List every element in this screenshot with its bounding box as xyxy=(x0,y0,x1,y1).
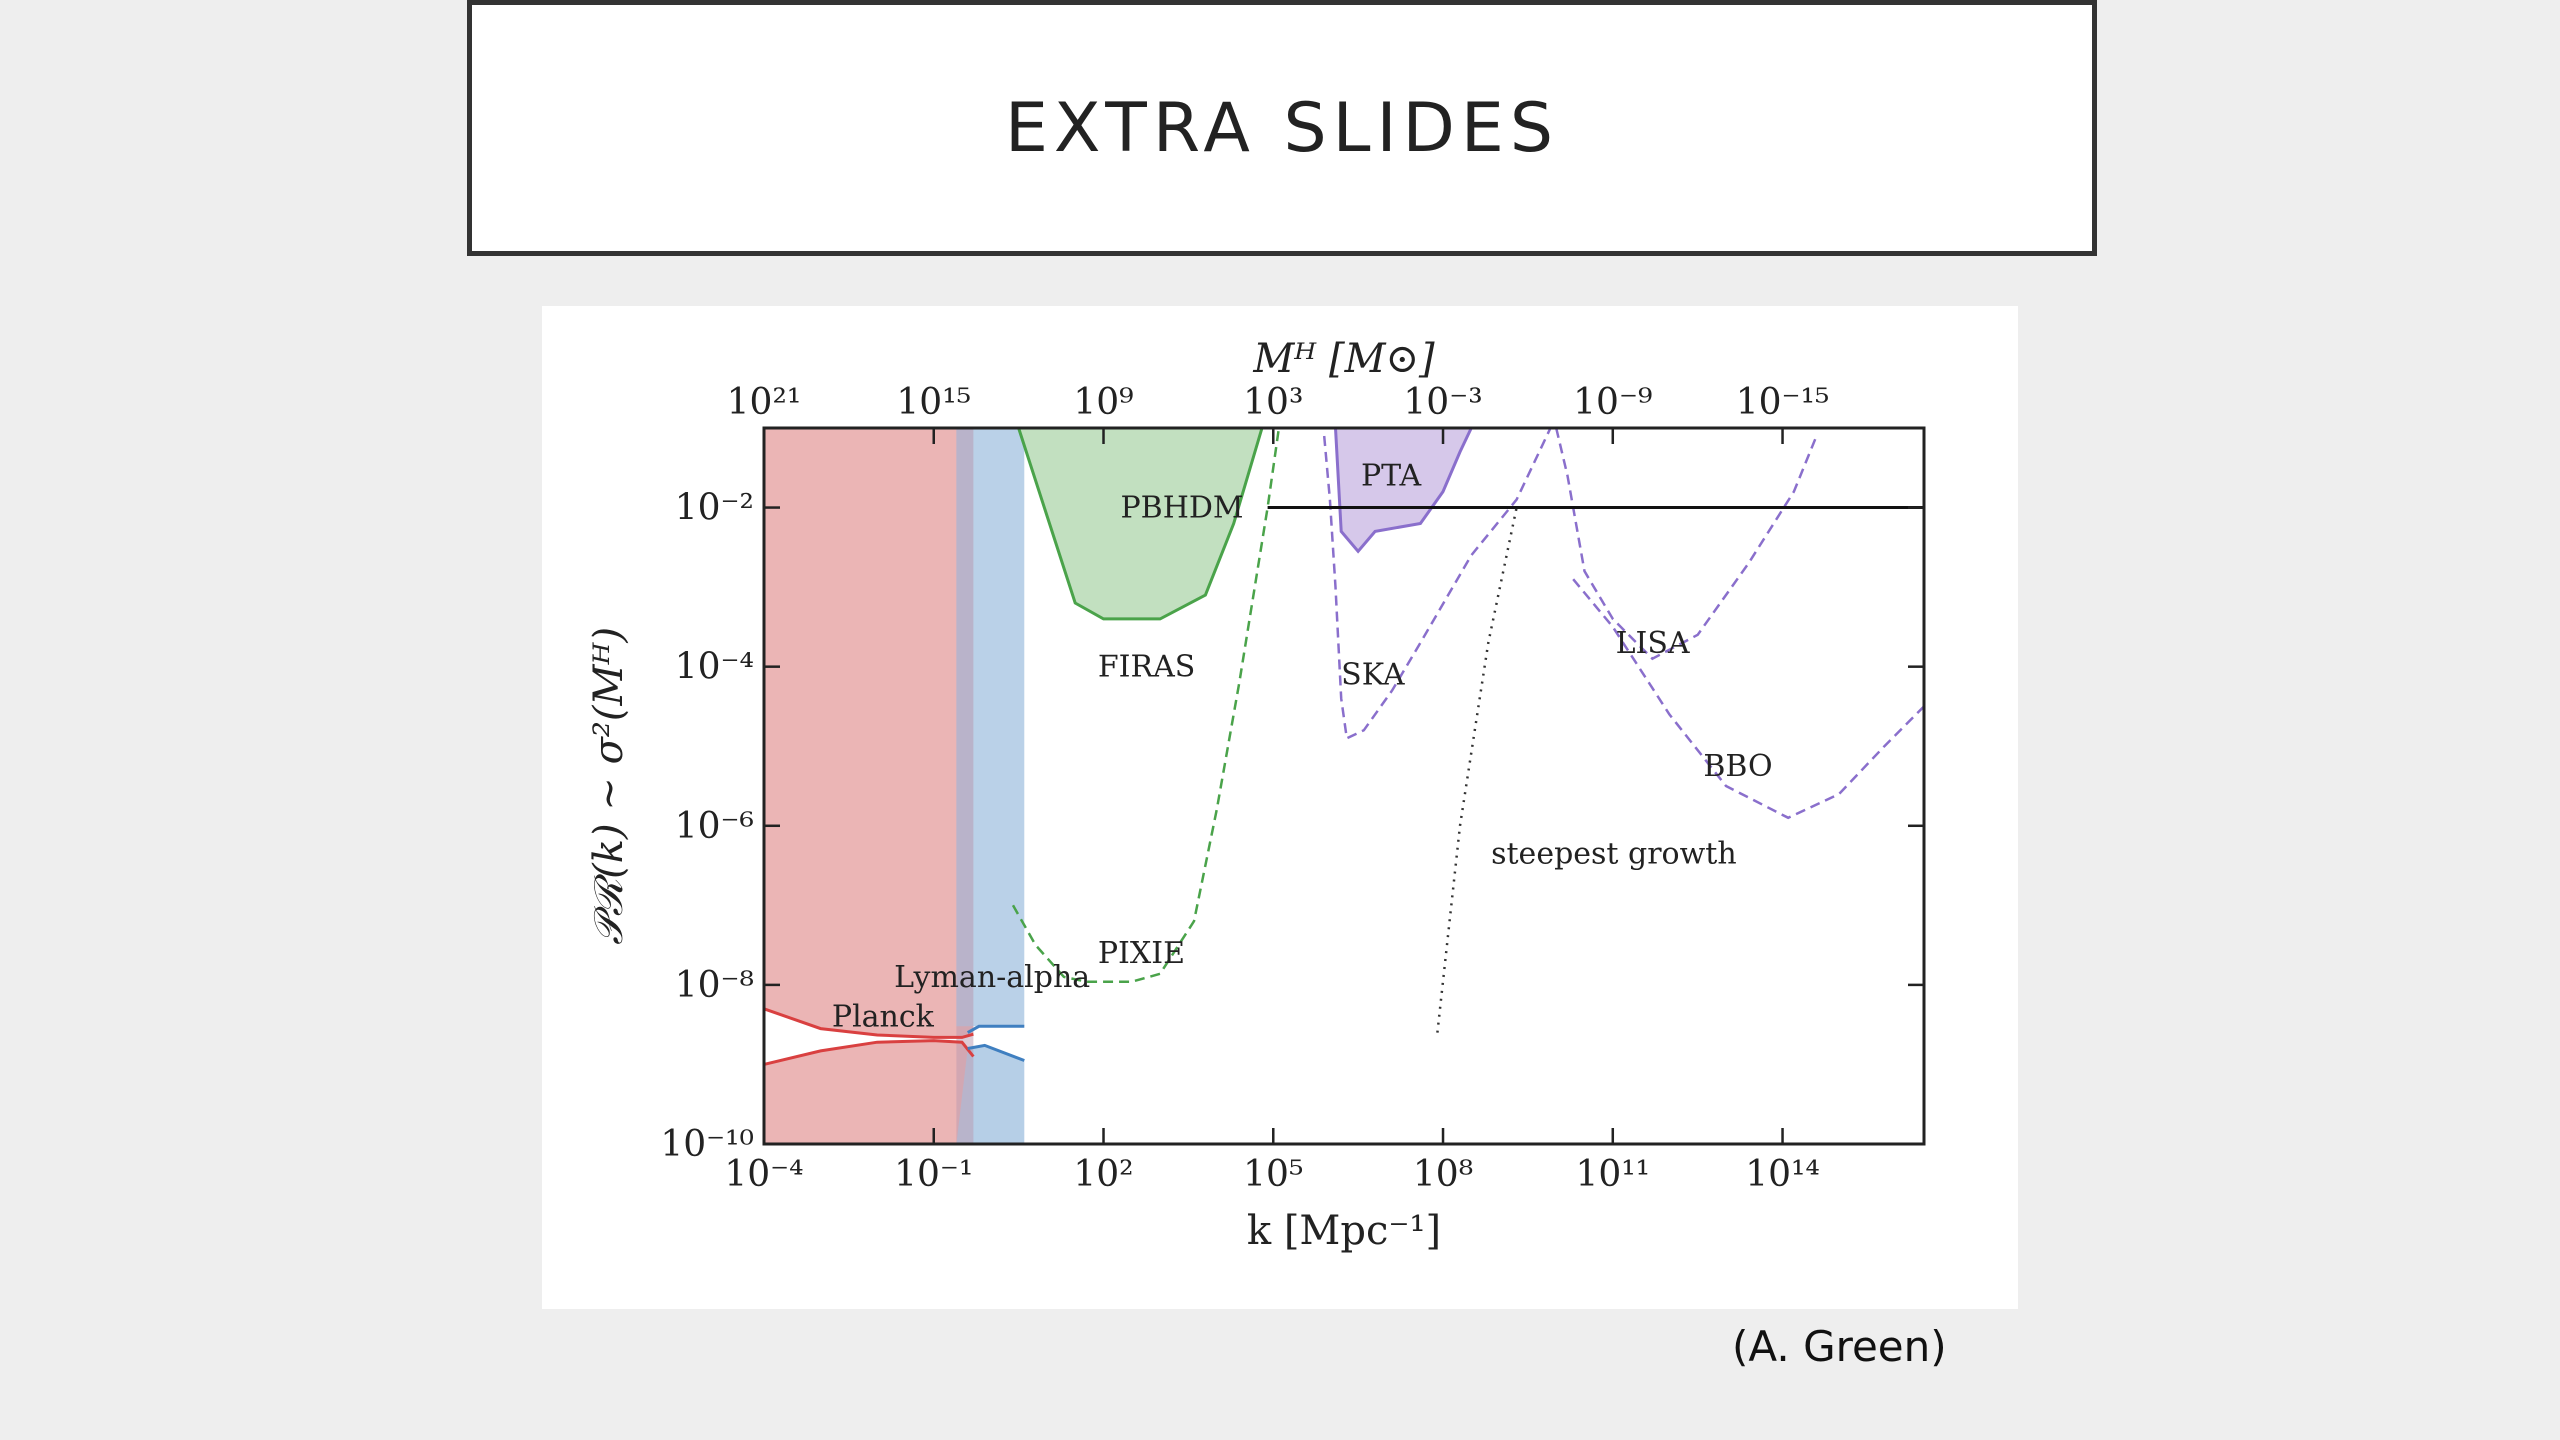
annotation-ska: SKA xyxy=(1341,658,1405,693)
firas-region xyxy=(1018,428,1262,619)
bbo-curve xyxy=(1572,578,1925,820)
annotation-firas: FIRAS xyxy=(1098,650,1195,685)
y-tick-label: 10⁻¹⁰ xyxy=(660,1124,754,1165)
x-tick-label: 10⁻¹ xyxy=(894,1154,973,1195)
annotation-planck: Planck xyxy=(832,1000,935,1035)
annotation-lyman-alpha: Lyman-alpha xyxy=(894,960,1090,995)
x-axis-label: k [Mpc⁻¹] xyxy=(1247,1208,1441,1254)
top-tick-label: 10⁻¹⁵ xyxy=(1736,382,1830,423)
y-tick-label: 10⁻⁶ xyxy=(675,806,754,847)
annotation-pixie: PIXIE xyxy=(1098,936,1185,971)
planck-lower-curve xyxy=(763,1039,975,1066)
annotation-pbhdm: PBHDM xyxy=(1120,491,1243,526)
annotation-steepest-growth: steepest growth xyxy=(1491,837,1737,872)
slide-title-box: EXTRA SLIDES xyxy=(467,0,2097,256)
lyman-alpha-region-lower xyxy=(956,1045,1025,1144)
top-axis-label: Mᴴ [M⊙] xyxy=(1252,336,1435,382)
x-tick-label: 10¹⁴ xyxy=(1745,1154,1820,1195)
planck-lyman-overlap xyxy=(956,428,974,1144)
y-tick-label: 10⁻⁴ xyxy=(675,647,754,688)
figure-credit: (A. Green) xyxy=(1732,1322,1947,1371)
steepest-growth-curve xyxy=(1436,507,1518,1033)
top-tick-label: 10⁻⁹ xyxy=(1573,382,1652,423)
x-tick-label: 10¹¹ xyxy=(1575,1154,1650,1195)
annotation-pta: PTA xyxy=(1361,459,1422,494)
plot-frame xyxy=(762,426,1926,1146)
planck-region-lower xyxy=(764,1040,974,1144)
chart-figure: 10⁻⁴ 10⁻¹ 10² 10⁵ 10⁸ 10¹¹ 10¹⁴ 10²¹ 10¹⁵ 10⁹ 10³ 1… xyxy=(542,306,2018,1309)
annotation-lisa: LISA xyxy=(1616,626,1690,661)
x-tick-label: 10⁻⁴ xyxy=(724,1154,803,1195)
top-tick-label: 10¹⁵ xyxy=(896,382,971,423)
y-tick-label: 10⁻² xyxy=(675,488,754,529)
planck-region-fill xyxy=(764,428,974,1038)
x-tick-label: 10⁵ xyxy=(1243,1154,1303,1195)
y-axis-label: 𝒫ℛ(k) ~ σ²(Mᴴ) xyxy=(586,627,632,945)
top-tick-label: 10³ xyxy=(1243,382,1303,423)
pta-region xyxy=(1335,428,1472,552)
x-tick-label: 10² xyxy=(1073,1154,1133,1195)
top-tick-label: 10⁻³ xyxy=(1403,382,1482,423)
lyman-alpha-upper-curve xyxy=(966,1024,1025,1034)
planck-upper-curve xyxy=(763,1007,974,1039)
slide-title: EXTRA SLIDES xyxy=(1004,88,1560,168)
lisa-curve xyxy=(1554,427,1818,661)
lyman-alpha-lower-curve xyxy=(967,1043,1025,1062)
top-tick-label: 10⁹ xyxy=(1073,382,1133,423)
y-tick-label: 10⁻⁸ xyxy=(675,965,754,1006)
x-tick-label: 10⁸ xyxy=(1413,1154,1473,1195)
pixie-curve xyxy=(1011,427,1281,983)
pbh-constraints-chart: 10⁻⁴ 10⁻¹ 10² 10⁵ 10⁸ 10¹¹ 10¹⁴ 10²¹ 10¹⁵ 10⁹ 10³ 1… xyxy=(586,336,1926,1254)
top-tick-label: 10²¹ xyxy=(727,382,802,423)
annotation-bbo: BBO xyxy=(1703,749,1772,784)
ska-curve xyxy=(1322,427,1552,741)
firas-boundary xyxy=(1017,427,1264,621)
pta-boundary xyxy=(1334,427,1473,554)
